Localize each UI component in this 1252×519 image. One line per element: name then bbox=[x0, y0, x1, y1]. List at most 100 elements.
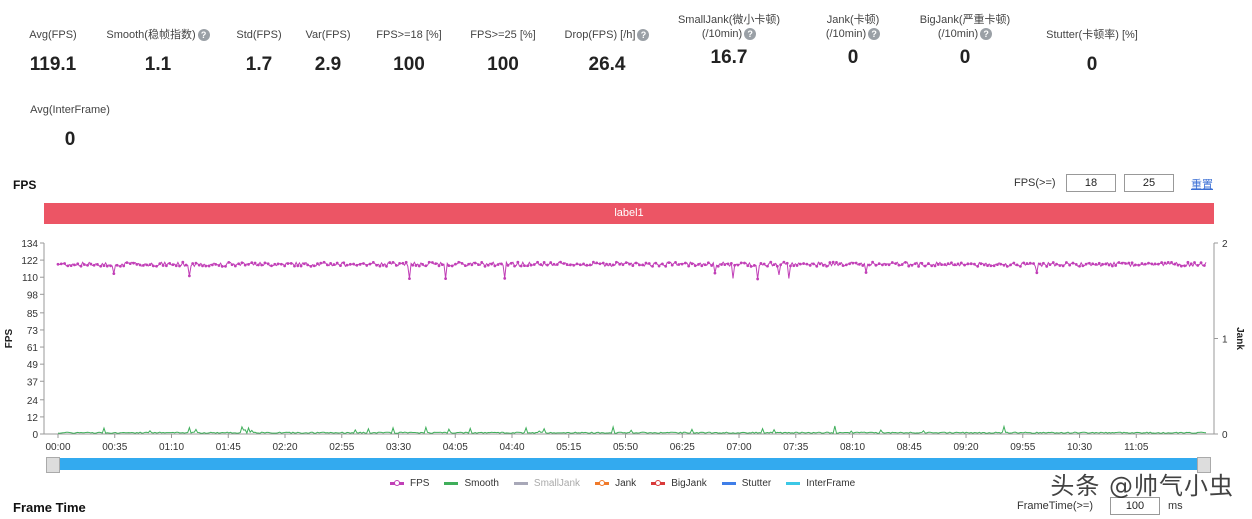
fps-point bbox=[1032, 262, 1035, 265]
fps-point bbox=[92, 263, 96, 267]
fps-point bbox=[716, 264, 720, 268]
metric-10: Stutter(卡顿率) [%] 0 bbox=[1022, 28, 1162, 76]
slider-right-handle[interactable] bbox=[1197, 457, 1211, 473]
time-range-slider[interactable] bbox=[50, 458, 1205, 470]
slider-left-handle[interactable] bbox=[46, 457, 60, 473]
legend-swatch-icon bbox=[444, 482, 459, 485]
reset-link[interactable]: 重置 bbox=[1191, 179, 1213, 191]
fps-point bbox=[138, 263, 142, 267]
fps-threshold-2-input[interactable] bbox=[1124, 174, 1174, 192]
legend-label: SmallJank bbox=[533, 478, 581, 489]
metric-value: 16.7 bbox=[710, 47, 748, 68]
help-icon[interactable]: ? bbox=[980, 28, 993, 41]
fps-point bbox=[555, 263, 559, 266]
fps-point bbox=[795, 264, 799, 267]
fps-point bbox=[835, 261, 838, 264]
legend-item-fps[interactable]: FPS bbox=[390, 478, 429, 489]
fps-point bbox=[306, 263, 310, 267]
fps-point bbox=[782, 260, 786, 264]
legend-swatch-icon bbox=[390, 480, 404, 486]
fps-point bbox=[1058, 264, 1062, 267]
metric-label: SmallJank(微小卡顿) (/10min)? bbox=[659, 13, 799, 41]
legend-item-interframe[interactable]: InterFrame bbox=[786, 478, 855, 489]
fps-point bbox=[243, 263, 247, 267]
fps-point bbox=[552, 262, 556, 266]
metric-label: Drop(FPS) [/h]? bbox=[537, 28, 677, 42]
frametime-filter-label: FrameTime(>=) bbox=[1017, 500, 1093, 512]
fps-point bbox=[109, 264, 112, 268]
legend-item-stutter[interactable]: Stutter bbox=[721, 478, 771, 489]
fps-point bbox=[526, 264, 530, 268]
metric-label-text: FPS>=25 [%] bbox=[470, 29, 536, 41]
legend-swatch-icon bbox=[721, 482, 736, 485]
fps-point bbox=[1124, 262, 1127, 265]
fps-point bbox=[890, 261, 894, 264]
fps-point bbox=[841, 264, 845, 268]
metric-value: 0 bbox=[64, 129, 76, 150]
fps-point bbox=[1104, 262, 1108, 266]
metric-label-text: Stutter(卡顿率) [%] bbox=[1046, 29, 1138, 41]
fps-point bbox=[677, 263, 681, 266]
help-icon[interactable]: ? bbox=[744, 28, 757, 41]
fps-point bbox=[779, 263, 783, 267]
y-tick-label: 12 bbox=[27, 413, 39, 424]
fps-point bbox=[821, 263, 825, 267]
legend-item-smooth[interactable]: Smooth bbox=[444, 478, 499, 489]
fps-point bbox=[283, 264, 287, 268]
fps-point bbox=[276, 262, 280, 266]
metric-label: FPS>=25 [%] bbox=[433, 28, 573, 42]
fps-point bbox=[145, 263, 149, 267]
fps-point bbox=[654, 261, 658, 265]
metric-label: BigJank(严重卡顿) (/10min)? bbox=[895, 13, 1035, 41]
fps-point bbox=[1176, 263, 1180, 267]
fps-point bbox=[641, 263, 645, 267]
frametime-threshold-input[interactable] bbox=[1110, 497, 1160, 515]
fps-point bbox=[253, 261, 257, 265]
fps-point bbox=[762, 262, 766, 266]
fps-point bbox=[930, 264, 934, 268]
y2-tick-label: 0 bbox=[1222, 430, 1228, 441]
fps-point bbox=[874, 263, 878, 267]
metric-label: Jank(卡顿) (/10min)? bbox=[783, 13, 923, 41]
fps-point bbox=[999, 262, 1003, 266]
legend-item-jank[interactable]: Jank bbox=[595, 478, 636, 489]
fps-point bbox=[385, 264, 388, 268]
fps-point bbox=[329, 261, 333, 265]
legend-item-smalljank[interactable]: SmallJank bbox=[513, 478, 581, 489]
fps-threshold-1-input[interactable] bbox=[1066, 174, 1116, 192]
fps-point bbox=[496, 263, 500, 266]
fps-point bbox=[155, 264, 158, 268]
fps-point bbox=[279, 262, 283, 266]
fps-point bbox=[1114, 264, 1118, 267]
help-icon[interactable]: ? bbox=[637, 29, 650, 42]
y-tick-label: 61 bbox=[27, 343, 39, 354]
fps-point bbox=[710, 264, 714, 267]
help-icon[interactable]: ? bbox=[868, 28, 881, 41]
x-tick-label: 02:20 bbox=[272, 442, 297, 453]
label-bar[interactable]: label1 bbox=[44, 203, 1214, 224]
fps-point bbox=[470, 263, 474, 267]
fps-point bbox=[900, 263, 904, 266]
fps-point bbox=[339, 264, 342, 268]
metric-value: 119.1 bbox=[29, 54, 77, 75]
fps-point bbox=[877, 262, 881, 266]
legend-item-bigjank[interactable]: BigJank bbox=[651, 478, 707, 489]
metric-label-text: Avg(InterFrame) bbox=[30, 104, 110, 116]
fps-point bbox=[864, 271, 868, 274]
fps-point bbox=[592, 260, 595, 264]
fps-point bbox=[996, 263, 999, 266]
fps-point bbox=[178, 264, 181, 268]
metric-label-text: Std(FPS) bbox=[236, 29, 282, 41]
help-icon[interactable]: ? bbox=[197, 29, 210, 42]
metric-0: Avg(FPS) 119.1 bbox=[0, 28, 123, 76]
fps-point bbox=[539, 263, 543, 266]
fps-point bbox=[966, 262, 970, 266]
fps-point bbox=[946, 262, 950, 266]
fps-point bbox=[299, 264, 303, 268]
watermark: 头条 @帅气小虫 bbox=[1050, 472, 1234, 500]
fps-point bbox=[973, 262, 976, 266]
fps-point bbox=[565, 263, 569, 266]
fps-point bbox=[325, 263, 329, 267]
fps-point bbox=[503, 277, 507, 280]
